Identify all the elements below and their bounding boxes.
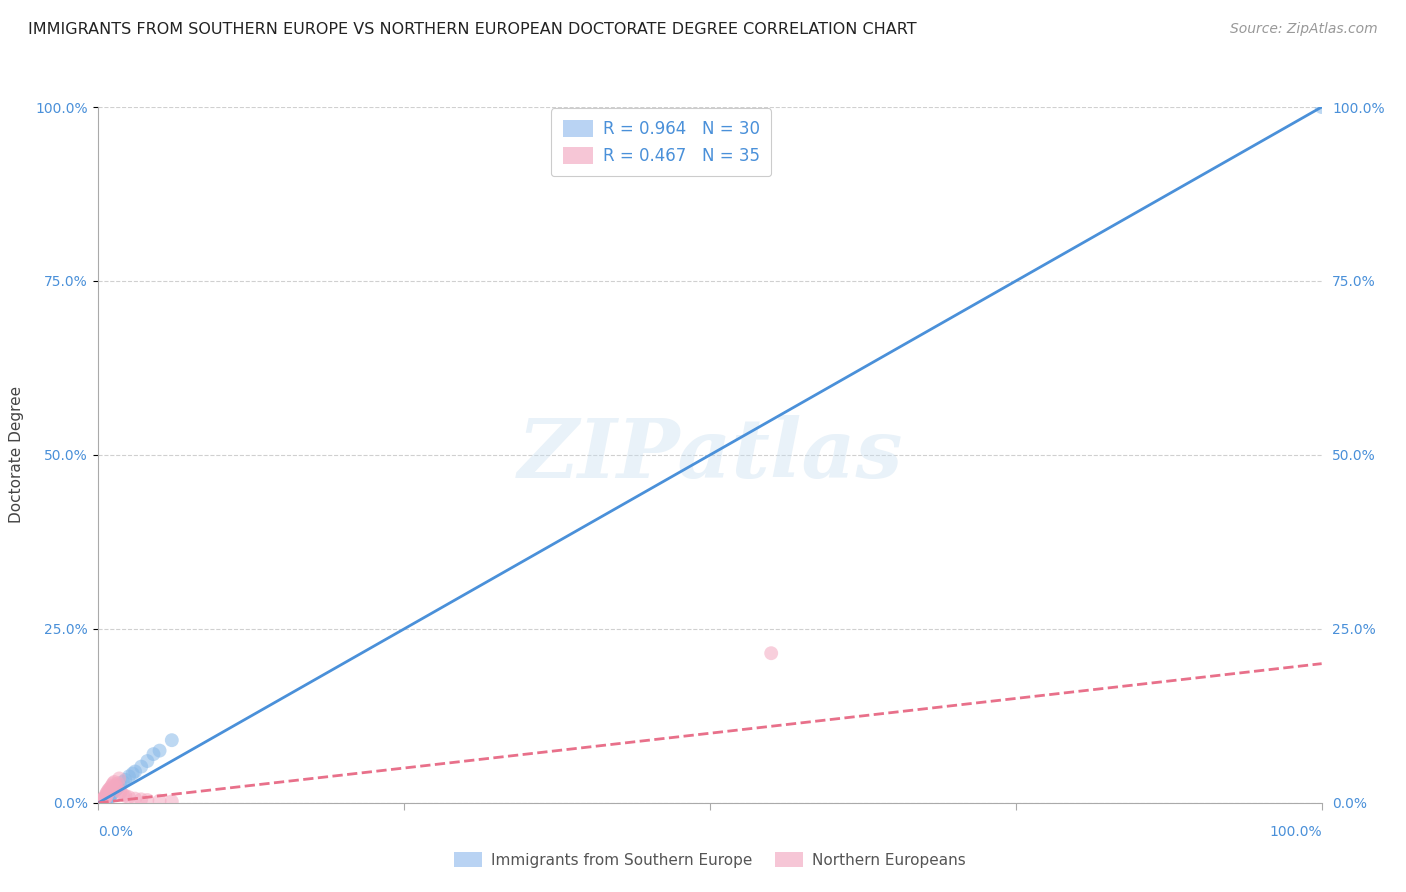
Point (94, 788, 117, 802)
Text: Source: ZipAtlas.com: Source: ZipAtlas.com (1230, 22, 1378, 37)
Point (1310, 100, 1333, 114)
Point (118, 790, 141, 805)
Point (129, 759, 152, 773)
Point (94, 791, 117, 805)
Point (104, 778, 127, 792)
Point (94, 790, 117, 805)
Point (96, 791, 118, 805)
Point (101, 776, 124, 790)
Point (94, 791, 117, 805)
Y-axis label: Doctorate Degree: Doctorate Degree (10, 386, 24, 524)
Point (100, 780, 122, 795)
Point (103, 775, 125, 789)
Point (149, 794, 172, 808)
Point (97, 783, 120, 797)
Point (761, 646, 783, 660)
Point (110, 785, 132, 799)
Point (110, 778, 132, 792)
Point (160, 794, 183, 808)
Point (104, 783, 127, 797)
Point (90, 793, 112, 807)
Point (91, 794, 114, 808)
Point (149, 744, 172, 758)
Point (121, 766, 143, 780)
Text: ZIPatlas: ZIPatlas (517, 415, 903, 495)
Point (111, 788, 134, 802)
Point (124, 791, 146, 805)
Point (100, 788, 122, 802)
Point (96, 785, 118, 799)
Point (91, 793, 114, 807)
Point (136, 793, 159, 807)
Point (93, 792, 115, 806)
Point (101, 787, 124, 801)
Point (90, 794, 112, 808)
Point (94, 792, 117, 806)
Point (118, 769, 141, 783)
Point (111, 775, 134, 789)
Point (107, 776, 129, 790)
Point (98, 789, 121, 803)
Point (97, 785, 120, 799)
Point (98, 789, 121, 804)
Point (107, 780, 129, 795)
Text: IMMIGRANTS FROM SOUTHERN EUROPE VS NORTHERN EUROPEAN DOCTORATE DEGREE CORRELATIO: IMMIGRANTS FROM SOUTHERN EUROPE VS NORTH… (28, 22, 917, 37)
Point (98, 781, 121, 796)
Point (114, 789, 136, 803)
Point (103, 784, 125, 798)
Point (97, 787, 120, 801)
Point (101, 778, 124, 792)
Point (93, 792, 115, 806)
Point (108, 772, 131, 786)
Point (105, 781, 128, 796)
Point (91, 792, 114, 806)
Point (91, 794, 114, 808)
Legend: Immigrants from Southern Europe, Northern Europeans: Immigrants from Southern Europe, Norther… (447, 844, 973, 875)
Point (142, 747, 165, 761)
Point (160, 733, 183, 747)
Point (124, 764, 146, 779)
Text: 100.0%: 100.0% (1270, 825, 1322, 839)
Point (129, 792, 152, 806)
Point (101, 785, 124, 799)
Point (96, 789, 118, 803)
Text: 0.0%: 0.0% (98, 825, 134, 839)
Point (136, 754, 159, 768)
Point (114, 772, 136, 787)
Point (93, 792, 115, 806)
Point (91, 794, 114, 808)
Point (105, 780, 128, 795)
Point (97, 791, 120, 805)
Point (91, 791, 114, 805)
Point (93, 790, 115, 805)
Point (97, 790, 120, 805)
